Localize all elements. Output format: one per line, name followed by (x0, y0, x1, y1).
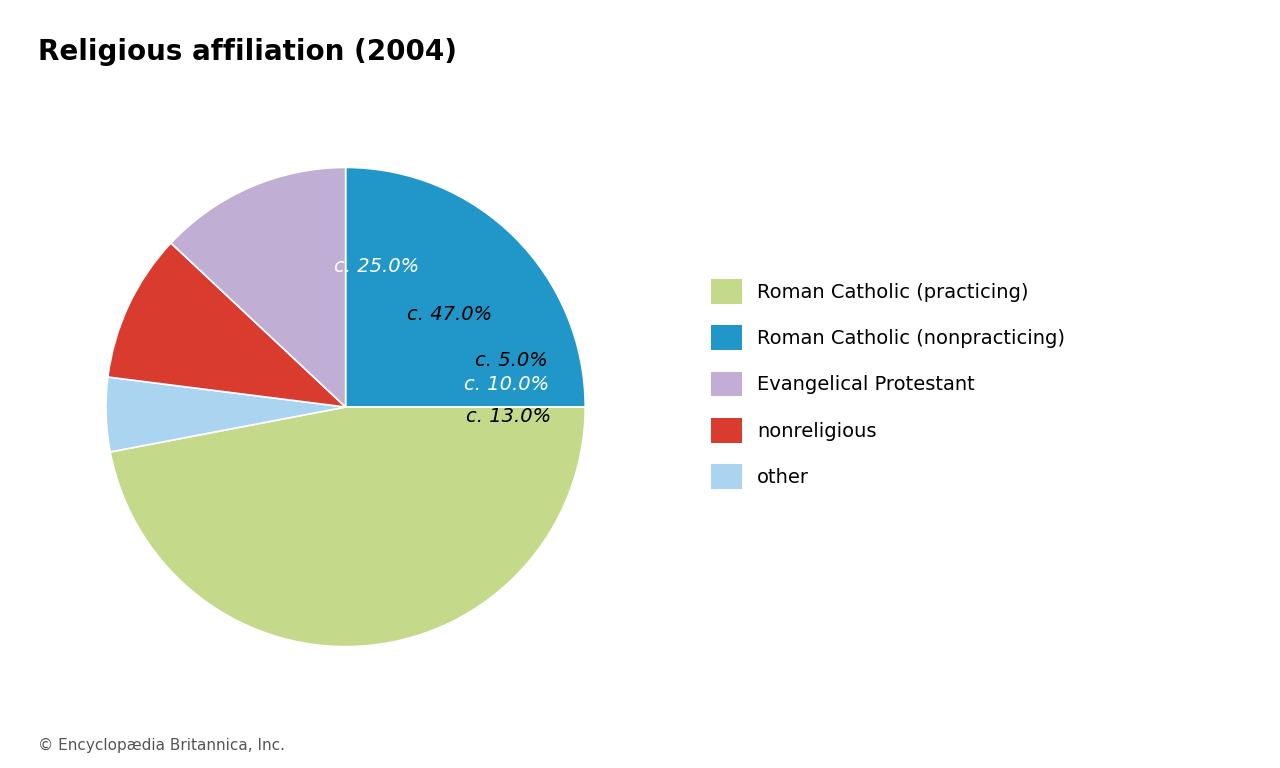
Wedge shape (106, 377, 346, 452)
Text: © Encyclopædia Britannica, Inc.: © Encyclopædia Britannica, Inc. (38, 737, 285, 753)
Text: c. 47.0%: c. 47.0% (407, 306, 493, 324)
Legend: Roman Catholic (practicing), Roman Catholic (nonpracticing), Evangelical Protest: Roman Catholic (practicing), Roman Catho… (701, 269, 1075, 499)
Text: c. 5.0%: c. 5.0% (475, 352, 548, 370)
Text: c. 10.0%: c. 10.0% (465, 375, 549, 394)
Wedge shape (346, 167, 585, 407)
Wedge shape (172, 167, 346, 407)
Text: c. 13.0%: c. 13.0% (466, 408, 550, 426)
Text: Religious affiliation (2004): Religious affiliation (2004) (38, 38, 457, 66)
Wedge shape (110, 407, 585, 647)
Text: c. 25.0%: c. 25.0% (334, 257, 420, 276)
Wedge shape (108, 243, 346, 407)
